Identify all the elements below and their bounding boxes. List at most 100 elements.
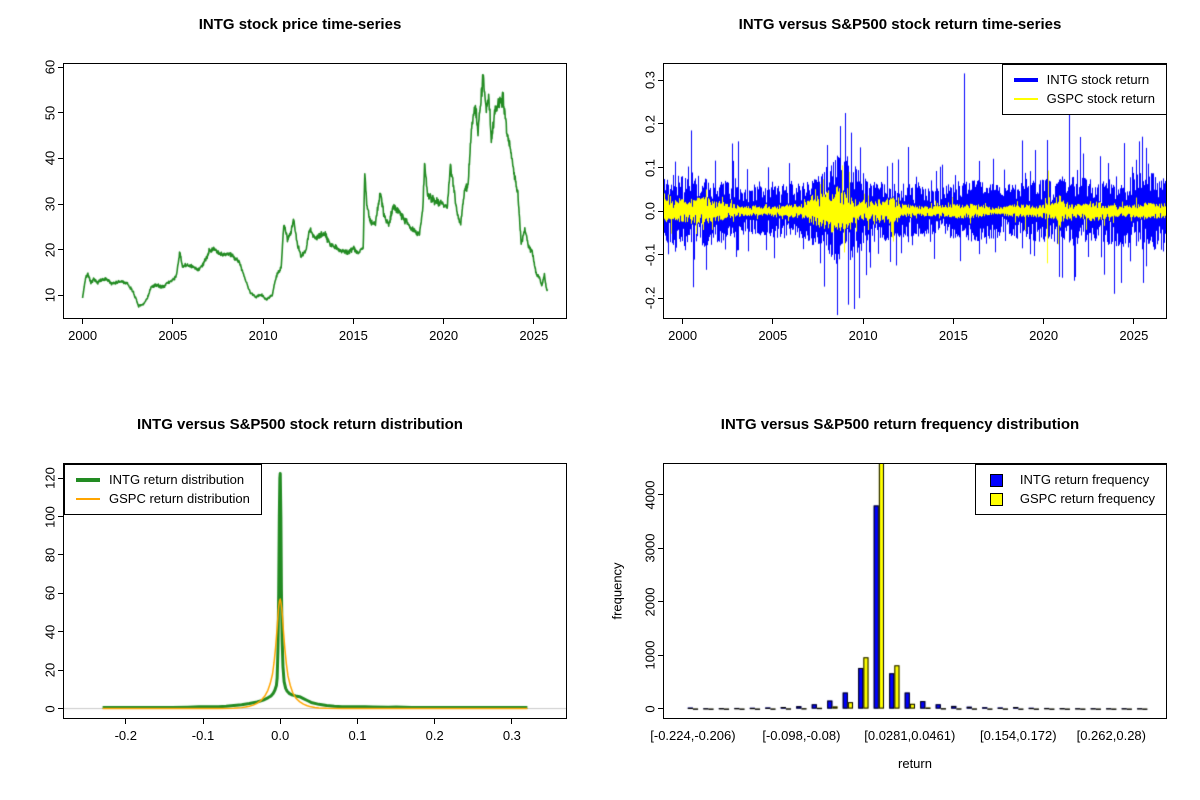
- x-tick-label: 2005: [758, 328, 788, 343]
- x-tick-label: 2015: [938, 328, 968, 343]
- y-tick-label: 120: [42, 467, 58, 489]
- legend-label: INTG stock return: [1046, 72, 1150, 87]
- legend-swatch-wrap: [76, 478, 100, 482]
- legend-swatch-wrap: [1013, 78, 1038, 82]
- y-tick-label: 10: [42, 287, 58, 303]
- y-tick-mark: [658, 494, 663, 496]
- y-tick-label: 40: [42, 151, 58, 166]
- x-tick-mark: [682, 319, 684, 324]
- legend-item: GSPC return frequency: [987, 491, 1155, 507]
- legend-label: GSPC stock return: [1046, 91, 1155, 106]
- y-tick-mark: [58, 477, 63, 479]
- y-tick-label: 0.2: [642, 114, 658, 133]
- legend-swatch-wrap: [987, 492, 1011, 506]
- x-tick-label: 2000: [668, 328, 698, 343]
- x-tick-label: 0.0: [271, 728, 290, 743]
- legend-item: INTG return frequency: [987, 472, 1155, 488]
- x-tick-mark: [125, 719, 127, 724]
- y-tick-mark: [58, 631, 63, 633]
- x-tick-label: 2000: [68, 328, 98, 343]
- chart-title-returns: INTG versus S&P500 stock return time-ser…: [738, 16, 1062, 33]
- y-tick-label: 60: [42, 586, 58, 601]
- legend-line-swatch-intg-density: [76, 478, 100, 482]
- x-tick-label: 2020: [1029, 328, 1059, 343]
- legend-label: INTG return distribution: [109, 472, 245, 487]
- x-tick-mark: [862, 319, 864, 324]
- x-category-label: [-0.224,-0.206): [650, 728, 736, 743]
- y-tick-label: 0: [42, 704, 58, 713]
- x-tick-label: 0.2: [425, 728, 444, 743]
- y-tick-label: -0.2: [642, 286, 658, 310]
- y-tick-label: 60: [42, 59, 58, 75]
- y-tick-mark: [658, 297, 663, 299]
- y-tick-label: 0: [642, 704, 658, 713]
- x-category-label: [-0.098,-0.08): [762, 728, 841, 743]
- y-tick-mark: [58, 203, 63, 205]
- x-tick-mark: [443, 319, 445, 324]
- x-category-label: [0.0281,0.0461): [864, 728, 956, 743]
- x-tick-mark: [352, 319, 354, 324]
- plot-border-returns: [663, 63, 1167, 319]
- panel-return-distribution: INTG versus S&P500 stock return distribu…: [0, 400, 600, 800]
- legend-line-swatch-intg-return: [1013, 78, 1038, 82]
- legend-distribution: INTG return distribution GSPC return dis…: [64, 464, 262, 515]
- y-tick-label: 2000: [642, 587, 658, 617]
- x-tick-label: 2025: [519, 328, 549, 343]
- plot-border-frequency: [663, 463, 1167, 719]
- x-tick-mark: [1133, 319, 1135, 324]
- y-tick-mark: [658, 654, 663, 656]
- x-tick-label: 0.3: [502, 728, 521, 743]
- x-tick-label: 2010: [248, 328, 278, 343]
- legend-box-swatch-intg-frequency: [989, 473, 1003, 487]
- y-tick-mark: [658, 547, 663, 549]
- y-tick-mark: [58, 249, 63, 251]
- chart-title-distribution: INTG versus S&P500 stock return distribu…: [137, 416, 463, 433]
- x-tick-mark: [202, 719, 204, 724]
- y-tick-label: 3000: [642, 533, 658, 563]
- x-tick-label: 2005: [158, 328, 188, 343]
- chart-title-price: INTG stock price time-series: [198, 16, 402, 33]
- x-tick-mark: [82, 319, 84, 324]
- x-category-label: [0.154,0.172): [979, 728, 1057, 743]
- y-tick-mark: [658, 123, 663, 125]
- x-tick-label: 2010: [848, 328, 878, 343]
- legend-swatch-wrap: [1013, 98, 1038, 100]
- y-tick-label: 0.1: [642, 158, 658, 177]
- x-tick-mark: [772, 319, 774, 324]
- y-tick-label: 50: [42, 105, 58, 121]
- x-tick-mark: [279, 719, 281, 724]
- y-tick-mark: [658, 210, 663, 212]
- x-tick-label: -0.1: [191, 728, 215, 743]
- legend-swatch-wrap: [76, 498, 100, 500]
- y-tick-label: -0.1: [642, 243, 658, 266]
- y-tick-mark: [58, 112, 63, 114]
- y-tick-label: 20: [42, 242, 58, 257]
- legend-line-swatch-gspc-return: [1013, 98, 1038, 100]
- y-tick-mark: [58, 592, 63, 594]
- legend-line-swatch-gspc-density: [76, 498, 100, 500]
- legend-item: GSPC return distribution: [76, 491, 250, 507]
- legend-label: GSPC return distribution: [109, 491, 250, 506]
- y-tick-label: 20: [42, 662, 58, 678]
- legend-label: GSPC return frequency: [1019, 491, 1155, 506]
- y-tick-mark: [658, 79, 663, 81]
- legend-returns: INTG stock return GSPC stock return: [1001, 64, 1167, 115]
- plot-border-price: [63, 63, 567, 319]
- x-tick-mark: [511, 719, 513, 724]
- y-tick-mark: [58, 516, 63, 517]
- y-tick-mark: [58, 554, 63, 556]
- plot-border-distribution: [63, 463, 567, 719]
- x-tick-mark: [533, 319, 535, 324]
- legend-item: GSPC stock return: [1013, 91, 1155, 107]
- x-axis-label-return: return: [898, 756, 932, 771]
- y-tick-mark: [658, 601, 663, 603]
- x-tick-mark: [1043, 319, 1045, 324]
- y-tick-label: 30: [42, 196, 58, 212]
- x-tick-label: 2015: [338, 328, 368, 343]
- legend-item: INTG return distribution: [76, 472, 250, 488]
- panel-return-frequency: INTG versus S&P500 return frequency dist…: [600, 400, 1200, 800]
- x-tick-mark: [357, 719, 358, 724]
- y-tick-label: 40: [42, 624, 58, 639]
- y-tick-mark: [58, 294, 63, 296]
- x-tick-mark: [172, 319, 174, 324]
